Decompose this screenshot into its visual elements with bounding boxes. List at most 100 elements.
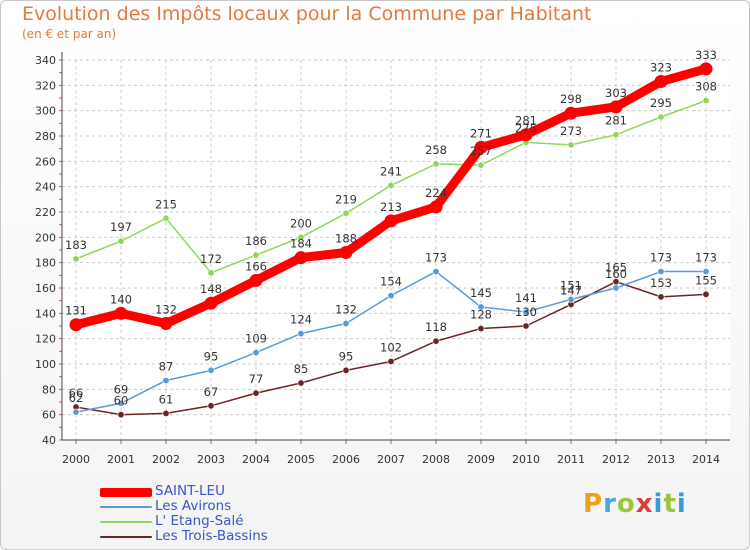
data-label: 132 (335, 302, 357, 316)
data-label: 257 (470, 144, 492, 158)
data-point (387, 292, 395, 300)
data-point (522, 322, 530, 330)
data-label: 67 (204, 385, 219, 399)
x-tick-label: 2011 (557, 453, 585, 466)
data-label: 173 (650, 251, 672, 265)
data-point (432, 268, 440, 276)
data-label: 303 (605, 86, 627, 100)
data-label: 151 (560, 278, 582, 292)
data-point (114, 306, 128, 320)
y-tick-label: 240 (35, 181, 56, 194)
legend-swatch (100, 506, 152, 508)
data-label: 102 (380, 340, 402, 354)
data-point (654, 75, 668, 89)
data-label: 173 (695, 251, 717, 265)
data-label: 132 (155, 302, 177, 316)
legend-item: SAINT-LEU (100, 484, 360, 499)
data-label: 69 (114, 382, 129, 396)
data-label: 215 (155, 197, 177, 211)
proxiti-logo: Proxiti (583, 489, 687, 519)
x-tick-label: 2003 (197, 453, 225, 466)
y-tick-label: 180 (35, 257, 56, 270)
legend-label: Les Trois-Bassins (155, 528, 268, 544)
data-label: 148 (200, 282, 222, 296)
data-label: 155 (695, 273, 717, 287)
y-tick-label: 140 (35, 307, 56, 320)
data-point (564, 106, 578, 120)
data-label: 281 (515, 114, 537, 128)
data-label: 124 (290, 313, 312, 327)
data-label: 183 (65, 238, 87, 252)
y-tick-label: 300 (35, 105, 56, 118)
data-point (432, 337, 440, 345)
data-point (117, 399, 125, 407)
legend-item: L' Etang-Salé (100, 514, 360, 529)
data-label: 165 (605, 261, 627, 275)
data-point (342, 319, 350, 327)
data-point (72, 408, 80, 416)
x-tick-label: 2002 (152, 453, 180, 466)
data-point (519, 128, 533, 142)
data-label: 298 (560, 92, 582, 106)
y-tick-label: 40 (42, 434, 56, 447)
data-label: 141 (515, 291, 537, 305)
data-label: 160 (605, 267, 627, 281)
x-tick-label: 2008 (422, 453, 450, 466)
data-label: 61 (159, 392, 174, 406)
data-label: 166 (245, 259, 267, 273)
data-point (342, 209, 350, 217)
legend-swatch (100, 521, 152, 523)
legend-swatch (100, 488, 152, 497)
data-label: 258 (425, 143, 447, 157)
x-tick-label: 2009 (467, 453, 495, 466)
data-label: 85 (294, 362, 309, 376)
data-label: 197 (110, 220, 132, 234)
x-tick-label: 2013 (647, 453, 675, 466)
legend-item: Les Avirons (100, 499, 360, 514)
data-point (69, 318, 83, 332)
data-point (72, 255, 80, 263)
data-label: 118 (425, 320, 447, 334)
x-tick-label: 2007 (377, 453, 405, 466)
data-label: 200 (290, 216, 312, 230)
x-tick-label: 2010 (512, 453, 540, 466)
legend-label: SAINT-LEU (155, 483, 225, 499)
y-tick-label: 80 (42, 383, 56, 396)
data-point (612, 284, 620, 292)
data-label: 87 (159, 359, 174, 373)
x-tick-label: 2012 (602, 453, 630, 466)
data-label: 186 (245, 234, 267, 248)
data-point (657, 293, 665, 301)
data-point (294, 251, 308, 265)
data-point (117, 237, 125, 245)
data-point (477, 161, 485, 169)
y-tick-label: 340 (35, 54, 56, 67)
data-point (252, 349, 260, 357)
legend: SAINT-LEU Les Avirons L' Etang-Salé Les Tro… (100, 484, 360, 544)
data-label: 219 (335, 192, 357, 206)
y-tick-label: 120 (35, 333, 56, 346)
data-label: 184 (290, 237, 312, 251)
data-label: 295 (650, 96, 672, 110)
data-point (612, 131, 620, 139)
data-point (162, 376, 170, 384)
y-tick-label: 220 (35, 206, 56, 219)
data-label: 153 (650, 276, 672, 290)
data-point (162, 214, 170, 222)
data-label: 109 (245, 332, 267, 346)
data-point (567, 295, 575, 303)
data-label: 241 (380, 164, 402, 178)
plot-area (62, 60, 730, 440)
data-label: 173 (425, 251, 447, 265)
data-label: 77 (249, 372, 264, 386)
data-label: 145 (470, 286, 492, 300)
data-point (297, 330, 305, 338)
data-point (162, 409, 170, 417)
data-point (657, 268, 665, 276)
data-label: 95 (204, 349, 219, 363)
data-label: 95 (339, 349, 354, 363)
data-label: 128 (470, 308, 492, 322)
y-tick-label: 60 (42, 409, 56, 422)
data-point (387, 181, 395, 189)
